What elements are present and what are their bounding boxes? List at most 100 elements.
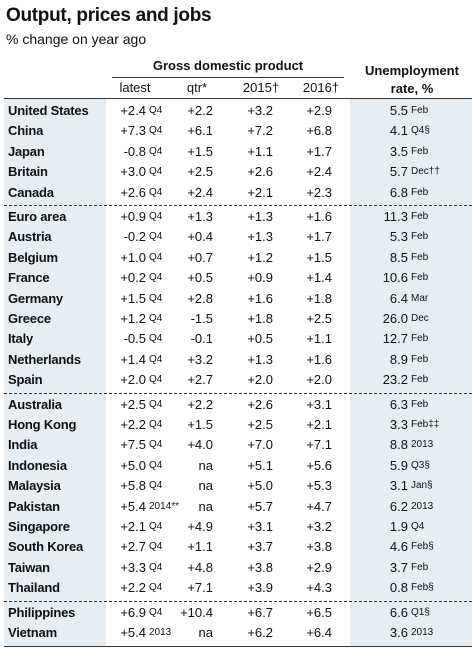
column-header: latest — [119, 80, 151, 95]
gdp-latest-note: Q4 — [149, 582, 163, 594]
gdp-latest: +2.2 — [120, 580, 146, 596]
gdp-latest: -0.2 — [123, 229, 146, 245]
unemployment-note: Feb — [411, 272, 429, 284]
unemployment-note: Feb — [411, 398, 429, 410]
gdp-latest: +5.8 — [120, 478, 146, 494]
country: Britain — [8, 164, 48, 180]
country: Italy — [8, 331, 34, 347]
gdp-2016: +2.9 — [306, 103, 332, 118]
unemployment-note: Dec — [411, 313, 429, 324]
unemployment-note: Feb — [411, 186, 429, 198]
unemployment: 8.8 — [389, 437, 408, 453]
gdp-quarter: na — [198, 478, 213, 494]
gdp-2015: +0.9 — [247, 270, 273, 286]
gdp-latest-note: Q4 — [149, 125, 163, 137]
gdp-2016: +2.0 — [306, 372, 332, 388]
gdp-latest-note: Q4 — [149, 480, 163, 492]
country: Germany — [8, 290, 63, 306]
country: India — [8, 437, 38, 453]
gdp-2015: +2.0 — [247, 372, 273, 388]
gdp-latest-note: Q4 — [149, 459, 163, 471]
unemployment: 5.5 — [389, 103, 408, 118]
unemployment: 8.5 — [389, 249, 408, 265]
unemployment: 6.8 — [389, 184, 408, 200]
gdp-latest-note: Q4 — [149, 272, 163, 284]
title: Output, prices and jobs — [6, 5, 212, 26]
gdp-2015: +3.9 — [247, 580, 273, 596]
gdp-quarter: +7.1 — [187, 580, 213, 596]
gdp-latest: +2.6 — [120, 184, 146, 200]
gdp-quarter: +0.4 — [187, 229, 213, 245]
gdp-2016: +3.1 — [306, 396, 332, 412]
gdp-latest: -0.8 — [123, 143, 146, 159]
gdp-latest: +6.9 — [120, 604, 146, 620]
country: Euro area — [8, 209, 67, 224]
gdp-2015: +2.5 — [247, 417, 273, 432]
gdp-2015: +3.7 — [247, 539, 273, 555]
gdp-2015: +1.3 — [247, 351, 273, 367]
country: Singapore — [8, 519, 70, 534]
unemployment: 5.3 — [389, 229, 408, 245]
gdp-2015: +1.2 — [247, 249, 273, 265]
country: United States — [8, 103, 89, 118]
gdp-quarter: +0.7 — [187, 249, 213, 265]
gdp-latest-note: Q4 — [149, 211, 163, 222]
gdp-latest-note: Q4 — [149, 313, 163, 324]
country: Spain — [8, 372, 43, 388]
unemployment: 4.6 — [389, 539, 408, 555]
gdp-quarter: +1.1 — [187, 539, 213, 555]
column-header: 2015† — [242, 80, 280, 95]
gdp-quarter: na — [198, 498, 213, 514]
gdp-latest: +2.0 — [120, 372, 146, 388]
unemployment: 4.1 — [389, 123, 408, 139]
gdp-2016: +6.4 — [306, 625, 332, 640]
gdp-latest: +3.3 — [120, 559, 146, 575]
column-shade — [4, 98, 106, 646]
gdp-latest: +2.5 — [120, 396, 146, 412]
gdp-2016: +2.3 — [306, 184, 332, 200]
gdp-latest-note: Q4 — [149, 186, 163, 198]
unemployment-note: Feb — [411, 211, 429, 222]
gdp-quarter: +4.8 — [187, 559, 213, 575]
gdp-2015: +3.1 — [247, 519, 273, 534]
gdp-latest: +5.0 — [120, 457, 146, 473]
unemployment: 3.3 — [389, 417, 408, 432]
gdp-latest-note: Q4 — [149, 231, 163, 243]
country: China — [8, 123, 44, 139]
country: Canada — [8, 184, 54, 200]
gdp-2015: +7.2 — [247, 123, 273, 139]
country: Austria — [8, 229, 52, 245]
gdp-latest: +2.7 — [120, 539, 146, 555]
unemployment-note: Feb§ — [411, 582, 434, 594]
gdp-latest-note: Q4 — [149, 166, 163, 178]
unemployment-note: Feb — [411, 251, 429, 263]
country: Netherlands — [8, 351, 81, 367]
gdp-quarter: +1.5 — [187, 143, 213, 159]
column-header: rate, % — [390, 81, 434, 96]
country: Pakistan — [8, 498, 60, 514]
gdp-quarter: +2.4 — [187, 184, 213, 200]
gdp-latest-note: Q4 — [149, 333, 163, 345]
gdp-quarter: -1.5 — [190, 311, 213, 326]
gdp-2015: +2.1 — [247, 184, 273, 200]
unemployment-note: Jan§ — [411, 480, 433, 492]
gdp-quarter: +2.5 — [187, 164, 213, 180]
gdp-latest: +2.1 — [120, 519, 146, 534]
gdp-latest-note: Q4 — [149, 541, 163, 553]
unemployment: 3.1 — [389, 478, 408, 494]
gdp-2015: +1.3 — [247, 229, 273, 245]
gdp-quarter: +6.1 — [187, 123, 213, 139]
gdp-quarter: na — [198, 457, 213, 473]
gdp-2016: +6.5 — [306, 604, 332, 620]
gdp-quarter: +3.2 — [187, 351, 213, 367]
column-header: qtr* — [186, 80, 208, 95]
gdp-2016: +1.6 — [306, 209, 332, 224]
gdp-latest: +7.3 — [120, 123, 146, 139]
unemployment: 26.0 — [382, 311, 408, 326]
country: Greece — [8, 311, 51, 326]
gdp-latest-note: Q4 — [149, 292, 163, 304]
gdp-quarter: +2.2 — [187, 103, 213, 118]
gdp-2016: +4.3 — [306, 580, 332, 596]
gdp-2015: +2.6 — [247, 164, 273, 180]
gdp-2015: +3.2 — [247, 103, 273, 118]
